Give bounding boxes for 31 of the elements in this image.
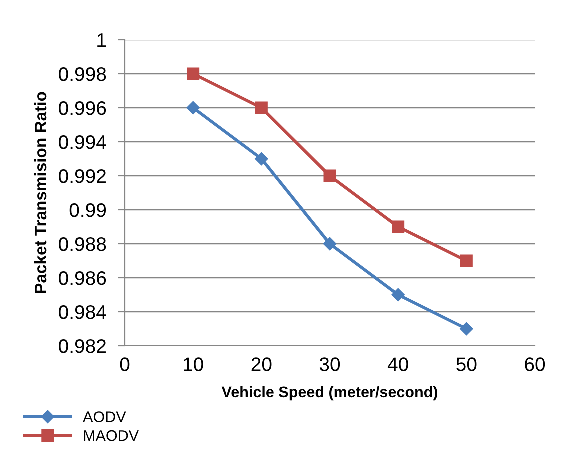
legend-label: MAODV	[84, 430, 139, 442]
y-tick-label: 0.99	[70, 203, 106, 218]
y-tick-label: 0.998	[59, 67, 106, 82]
point	[186, 101, 200, 115]
y-tick-label: 1	[98, 34, 106, 48]
y-tick-label: 0.996	[59, 101, 106, 116]
point	[187, 68, 200, 80]
y-tick-label: 0.992	[59, 169, 106, 184]
x-tick-label: 20	[252, 358, 272, 372]
y-axis-title: Packet Transmision Ratio	[34, 92, 47, 294]
point	[392, 220, 405, 234]
x-tick-label: 10	[184, 358, 204, 372]
y-tick-label: 0.988	[59, 237, 106, 252]
x-axis-title: Vehicle Speed (meter/second)	[222, 386, 438, 401]
x-tick-label: 40	[388, 358, 408, 372]
y-tick-label: 0.986	[59, 271, 106, 286]
y-tick-label: 0.982	[59, 339, 106, 354]
x-tick-label: 60	[525, 358, 546, 372]
x-tick-label: 0	[120, 358, 130, 372]
point	[323, 237, 337, 251]
point	[460, 254, 473, 268]
y-tick-label: 0.984	[59, 305, 106, 320]
x-tick-label: 50	[456, 358, 477, 372]
point	[460, 322, 474, 336]
point	[392, 288, 405, 302]
point	[255, 102, 268, 114]
point	[324, 170, 336, 182]
legend-label: AODV	[83, 412, 126, 422]
y-tick-label: 0.994	[59, 135, 106, 150]
x-tick-label: 30	[320, 358, 340, 372]
point	[255, 152, 268, 166]
